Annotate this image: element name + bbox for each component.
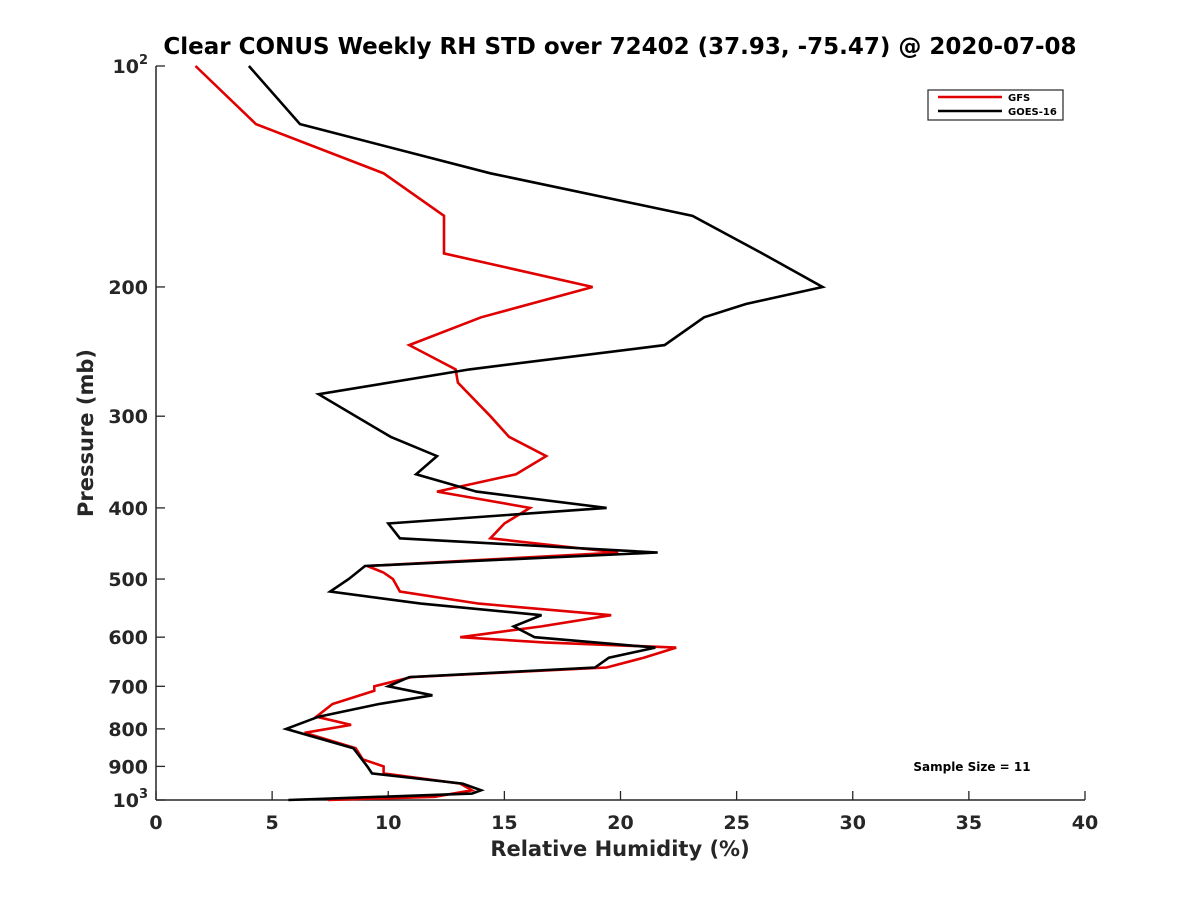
x-tick-label: 10 (375, 812, 401, 834)
x-tick-label: 5 (266, 812, 279, 834)
y-tick-label: 102 (113, 53, 149, 78)
y-tick-label: 500 (108, 569, 148, 591)
sample-size-annotation: Sample Size = 11 (913, 760, 1030, 774)
y-tick-label: 103 (113, 787, 149, 812)
legend-box (927, 89, 1064, 121)
y-tick-label: 400 (108, 498, 148, 520)
y-tick-label: 200 (108, 277, 148, 299)
y-tick-label: 600 (108, 627, 148, 649)
x-tick-label: 40 (1072, 812, 1098, 834)
y-tick-label: 700 (108, 676, 148, 698)
x-tick-label: 15 (491, 812, 517, 834)
x-tick-label: 30 (840, 812, 866, 834)
legend: GFS GOES-16 (927, 89, 1064, 121)
axes: 0 5 10 15 20 25 30 35 40 102 200 300 400 500 600 700 800… (108, 53, 1098, 834)
x-axis-label: Relative Humidity (%) (490, 837, 749, 861)
x-tick-label: 35 (956, 812, 982, 834)
chart-title: Clear CONUS Weekly RH STD over 72402 (37… (163, 34, 1076, 60)
legend-label-gfs: GFS (1008, 93, 1030, 104)
y-tick-label: 300 (108, 406, 148, 428)
series-line-goes16 (247, 65, 827, 802)
x-tick-label: 0 (149, 812, 162, 834)
x-tick-label: 25 (723, 812, 749, 834)
legend-label-goes16: GOES-16 (1008, 107, 1057, 118)
series-layer (194, 65, 827, 802)
y-axis-label: Pressure (mb) (74, 349, 98, 517)
y-tick-label: 900 (108, 756, 148, 778)
y-tick-label: 800 (108, 719, 148, 741)
x-tick-label: 20 (607, 812, 633, 834)
